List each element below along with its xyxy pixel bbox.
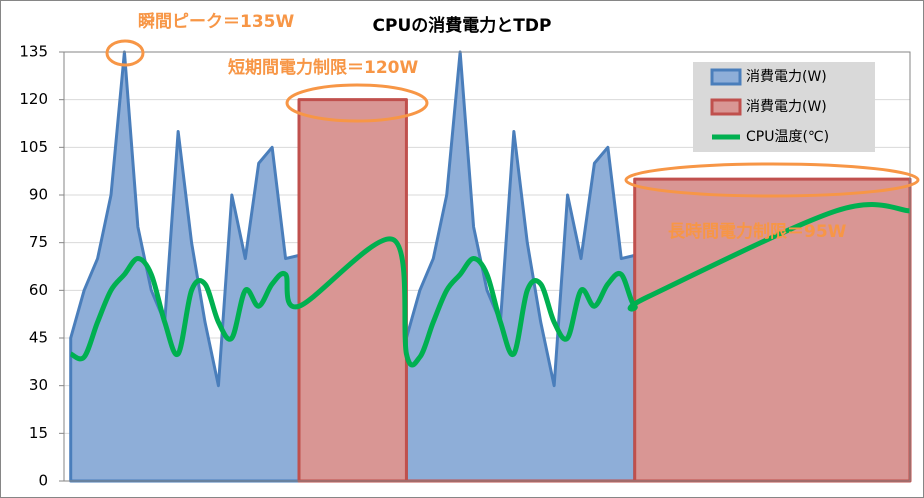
legend-label: CPU温度(℃) (746, 129, 829, 145)
y-tick-label: 60 (29, 281, 48, 299)
y-tick-label: 0 (38, 472, 48, 490)
annotation: 長時間電力制限＝95W (668, 221, 847, 242)
line (69, 202, 911, 368)
plot-border (63, 51, 911, 482)
y-tick-label: 15 (29, 424, 48, 442)
legend: 消費電力(W) 消費電力(W) CPU温度(℃) (693, 62, 875, 152)
chart-title: CPUの消費電力とTDP (373, 15, 552, 36)
highlight-ellipse (285, 83, 429, 123)
legend-swatch (710, 98, 742, 116)
highlight-ellipse (105, 39, 145, 67)
annotation: 短期間電力制限＝120W (228, 57, 418, 78)
y-tick-label: 120 (19, 90, 48, 108)
y-tick-label: 135 (19, 43, 48, 61)
annotation: 瞬間ピーク＝135W (138, 11, 294, 32)
legend-swatch (710, 68, 742, 86)
y-tick-label: 45 (29, 329, 48, 347)
y-tick-label: 75 (29, 233, 48, 251)
y-tick-label: 105 (19, 138, 48, 156)
highlight-ellipse (624, 162, 920, 198)
y-tick-label: 30 (29, 376, 48, 394)
legend-label: 消費電力(W) (746, 99, 827, 115)
y-tick-label: 90 (29, 186, 48, 204)
legend-label: 消費電力(W) (746, 69, 827, 85)
